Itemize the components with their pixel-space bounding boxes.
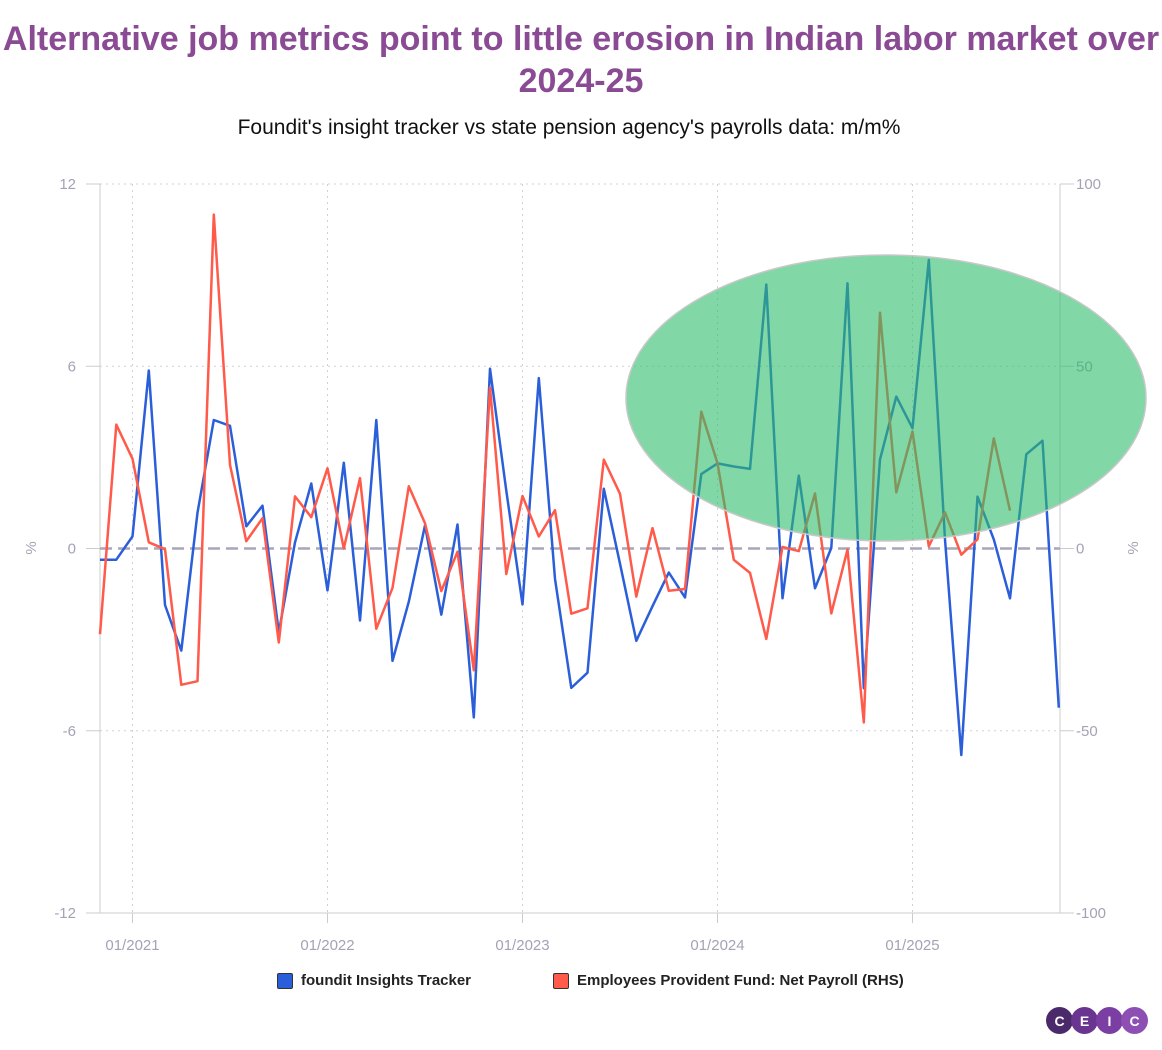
logo-letter: E xyxy=(1071,1007,1098,1034)
legend-label: Employees Provident Fund: Net Payroll (R… xyxy=(577,972,904,989)
x-tick-label: 01/2025 xyxy=(885,937,939,954)
legend-item-foundit[interactable]: foundit Insights Tracker xyxy=(277,972,471,989)
x-tick-label: 01/2022 xyxy=(300,937,354,954)
y-tick-label: 12 xyxy=(59,176,76,193)
y-axis-right-title: % xyxy=(1125,541,1142,554)
x-tick-label: 01/2024 xyxy=(690,937,744,954)
legend-swatch-red xyxy=(553,972,569,989)
highlight-ellipse xyxy=(625,254,1147,542)
y-right-tick-label: 0 xyxy=(1076,541,1084,558)
logo-letter: I xyxy=(1096,1007,1123,1034)
legend-label: foundit Insights Tracker xyxy=(301,972,472,989)
y-tick-label: 0 xyxy=(68,541,76,558)
y-tick-label: -12 xyxy=(54,905,76,922)
legend-swatch-blue xyxy=(277,972,293,989)
ceic-logo: C E I C xyxy=(1046,1007,1148,1034)
x-tick-label: 01/2023 xyxy=(495,937,549,954)
legend-item-epf[interactable]: Employees Provident Fund: Net Payroll (R… xyxy=(553,972,904,989)
y-tick-label: -6 xyxy=(63,723,76,740)
y-right-tick-label: -50 xyxy=(1076,723,1098,740)
logo-letter: C xyxy=(1046,1007,1073,1034)
y-axis-title: % xyxy=(23,541,40,554)
chart-title: Alternative job metrics point to little … xyxy=(2,20,1160,100)
y-right-tick-label: -100 xyxy=(1076,905,1106,922)
series-line-epf xyxy=(98,213,1012,724)
x-tick-label: 01/2021 xyxy=(105,937,159,954)
y-tick-label: 6 xyxy=(68,358,76,375)
chart-subtitle: Foundit's insight tracker vs state pensi… xyxy=(237,116,901,139)
y-right-tick-label: 100 xyxy=(1076,176,1101,193)
logo-letter: C xyxy=(1121,1007,1148,1034)
